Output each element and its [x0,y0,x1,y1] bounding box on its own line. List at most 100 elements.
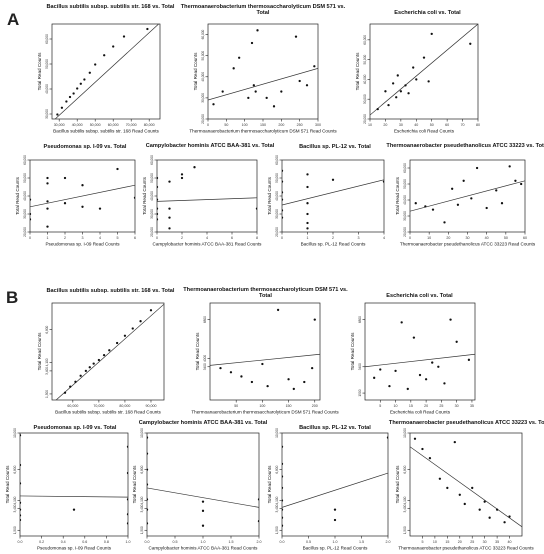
data-point [333,518,337,522]
data-point [310,366,314,370]
data-point [376,107,379,111]
data-point [46,207,49,210]
regression-line [410,180,525,212]
chart-title: Bacillus subtilis subsp. subtilis str. 1… [46,288,175,294]
chart-title: Thermoanaerobacterium thermosaccharolyti… [183,287,348,300]
regression-line [20,495,128,498]
x-tick-label: 0.4 [61,540,66,544]
data-point [306,185,309,189]
x-tick-label: 3 [358,236,360,240]
data-point [382,180,384,183]
data-point [30,218,32,221]
data-point [157,212,159,216]
y-tick-label: 50,000 [45,59,49,69]
data-point [157,185,159,189]
data-point [488,516,491,519]
data-point [298,79,301,83]
y-tick-label: 20,000 [23,227,27,237]
x-tick-label: 1.0 [333,540,338,544]
x-axis-label: Pseudomonas sp. I-09 Read Counts [45,242,120,247]
regression-line [282,472,388,508]
y-axis-label: Total Read Counts [350,332,355,370]
regression-line [370,24,478,116]
y-tick-label: 4000 [203,355,207,362]
data-point [306,173,309,176]
y-tick-label: 30,000 [150,209,154,219]
data-point [282,198,284,201]
y-tick-label: 30,000 [23,209,27,219]
x-tick-label: 250 [297,123,303,127]
data-point [282,499,284,502]
chart-title: Escherichia coli vs. Total [386,293,453,299]
plot-area [208,29,318,108]
scatter-plot: 0 10 20 30 40 50 60 20,000 30,000 40,000 50,000 60,… [395,159,536,247]
data-point [157,207,159,210]
y-tick-label: 20,000 [363,114,367,124]
plot-frame [51,23,161,120]
data-point [412,336,416,339]
data-point [68,95,72,99]
panel-letter-b: B [6,288,19,307]
x-axis-label: Thermoanaerobacter pseudethanolicus ATCC… [400,242,536,247]
data-point [292,387,295,391]
plot-frame [409,432,523,537]
x-tick-label: 20 [458,540,462,544]
data-point [56,113,59,116]
y-tick-label: 60,000 [150,155,154,165]
x-tick-label: 70,000 [126,123,137,127]
data-point [475,166,479,170]
data-point [333,508,337,511]
y-tick-label: 6800 [203,316,207,323]
x-tick-label: 1 [307,236,309,240]
y-tick-label: 3400 [358,363,362,370]
x-axis-label: Bacillus sp. PL-12 Read Counts [301,242,367,247]
x-tick-label: 20 [446,236,450,240]
plot-frame [51,302,165,401]
data-point [133,196,135,199]
x-tick-label: 20 [424,404,428,408]
y-tick-label: 30,000 [275,209,279,219]
data-point [478,508,481,511]
data-point [379,368,382,371]
data-point [201,509,205,512]
plot-area [282,436,388,527]
data-point [20,501,22,504]
plot-frame [207,23,319,120]
data-point [294,35,298,38]
y-tick-label: 30,000 [45,109,49,119]
x-tick-label: 90,000 [145,404,156,408]
y-tick-label: 40,000 [403,195,407,205]
y-axis-label: Total Read Counts [195,332,200,370]
regression-line [147,487,259,508]
x-tick-label: 15 [409,404,413,408]
x-tick-label: 4 [99,236,101,240]
data-point [431,361,434,364]
data-point [303,380,306,384]
x-tick-label: 1.5 [359,540,364,544]
y-tick-label: 4,100 [403,496,407,504]
data-point [46,200,49,203]
data-point [404,84,407,87]
plot-frame [364,302,476,401]
y-tick-label: 30,000 [363,94,367,104]
data-point [282,445,284,448]
data-point [97,358,101,362]
data-point [443,221,446,224]
x-tick-label: 35 [470,404,474,408]
x-tick-label: 70 [461,123,465,127]
y-tick-label: 3,400 [403,504,407,512]
x-tick-label: 80,000 [119,404,130,408]
data-point [240,375,243,378]
y-tick-label: 40,000 [201,72,205,82]
data-point [306,227,309,230]
data-point [305,84,309,87]
data-point [94,63,97,66]
plot-frame [409,159,526,233]
y-tick-label: 1,500 [403,526,407,534]
x-tick-label: 80,000 [144,123,155,127]
regression-line [157,197,257,202]
data-point [427,80,430,83]
data-point [485,206,488,210]
x-tick-label: 0.2 [39,540,44,544]
